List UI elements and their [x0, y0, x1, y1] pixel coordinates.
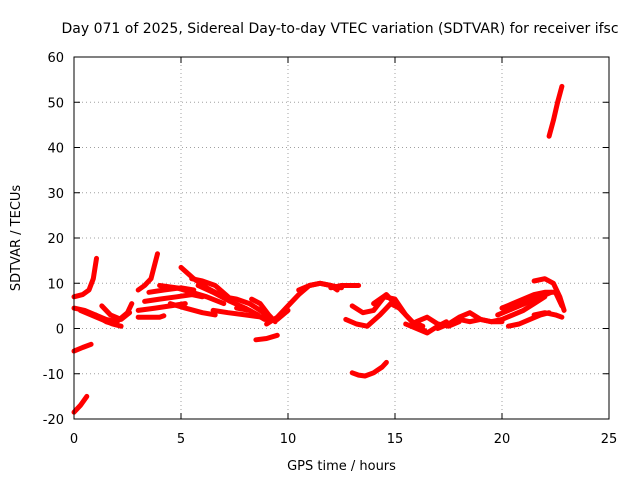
- data-series-track-7: [99, 303, 133, 322]
- data-series-track-38: [531, 310, 565, 320]
- data-series-track-26: [343, 301, 402, 329]
- y-tick-label: 60: [47, 51, 64, 66]
- data-series-track-6: [92, 301, 135, 325]
- x-tick-label: 10: [280, 432, 297, 447]
- y-axis-label: SDTVAR / TECUs: [9, 185, 24, 292]
- data-series-track-8: [135, 251, 160, 293]
- data-series-track-1: [71, 393, 90, 415]
- data-series-track-34: [488, 294, 548, 325]
- data-series-track-2: [71, 341, 94, 354]
- x-tick-label: 20: [494, 432, 511, 447]
- data-series-track-15: [167, 301, 218, 318]
- y-tick-label: 40: [47, 142, 64, 157]
- y-tick-label: 50: [47, 96, 64, 111]
- data-series-track-39: [531, 276, 567, 313]
- data-series-track-9: [135, 313, 167, 320]
- x-tick-label: 0: [70, 432, 78, 447]
- data-series-track-31: [413, 314, 462, 329]
- grid-lines: [74, 57, 609, 419]
- data-series-track-22: [253, 332, 280, 343]
- data-series-track-16: [189, 276, 231, 300]
- data-series-group: [71, 83, 567, 415]
- x-tick-label: 15: [387, 432, 404, 447]
- data-series-track-25: [328, 283, 362, 291]
- data-series-track-40: [546, 83, 565, 139]
- data-series-track-29: [349, 359, 389, 379]
- data-series-track-3: [71, 255, 99, 300]
- data-series-track-11: [142, 292, 205, 304]
- x-axis-label: GPS time / hours: [287, 459, 396, 474]
- y-tick-label: 10: [47, 277, 64, 292]
- x-tick-label: 25: [601, 432, 618, 447]
- data-series-track-35: [495, 289, 554, 318]
- x-tick-label: 5: [177, 432, 185, 447]
- data-series-track-13: [157, 283, 227, 307]
- y-tick-label: 30: [47, 187, 64, 202]
- y-tick-label: 0: [56, 323, 64, 338]
- y-tick-label: -20: [43, 413, 64, 428]
- chart-title: Day 071 of 2025, Sidereal Day-to-day VTE…: [61, 21, 618, 37]
- data-series-track-19: [221, 294, 272, 320]
- y-tick-label: -10: [43, 368, 64, 383]
- axis-ticks: 0 5 10 15 20 25 -20 -10 0 10 20 30 40 50 60: [43, 51, 618, 447]
- y-tick-label: 20: [47, 232, 64, 247]
